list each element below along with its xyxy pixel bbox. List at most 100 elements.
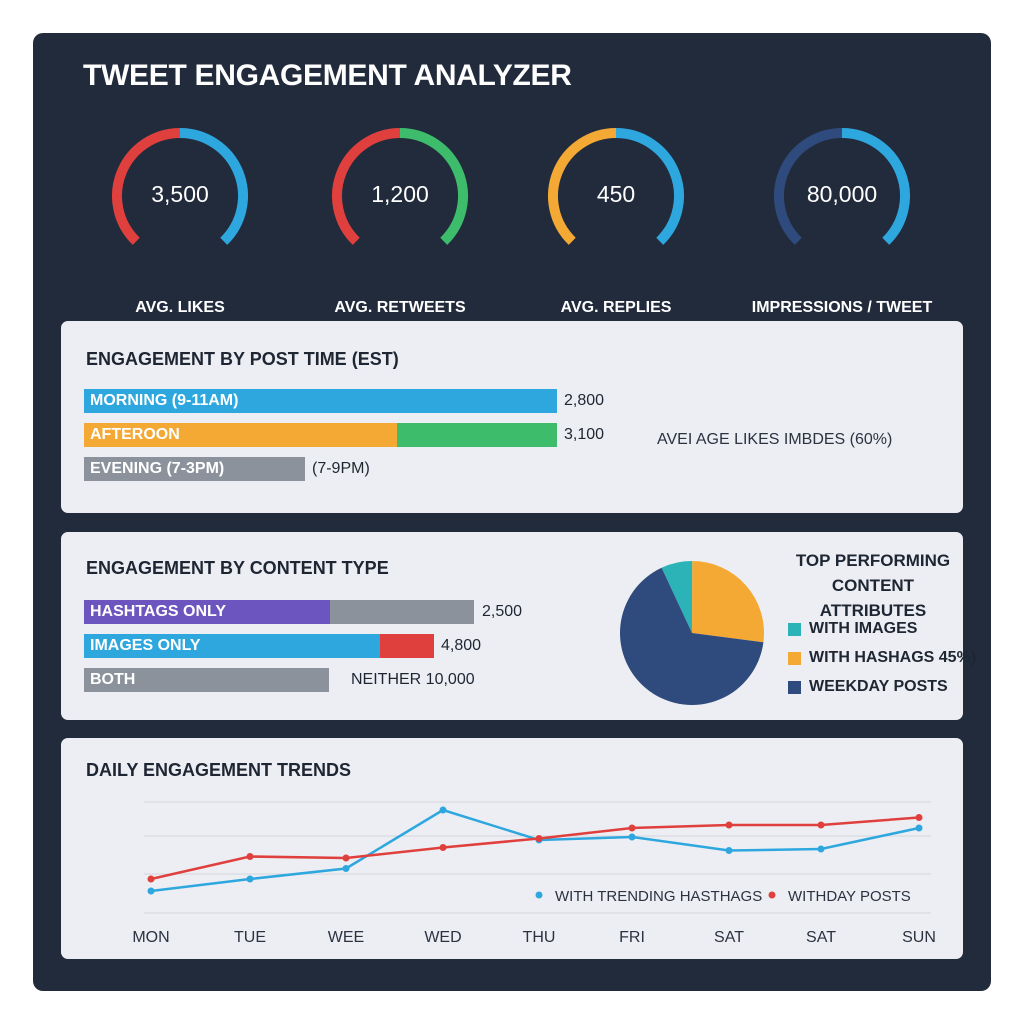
x-tick-label: FRI <box>619 929 645 946</box>
bar-value: NEITHER 10,000 <box>351 671 475 688</box>
attributes-title: TOP PERFORMING CONTENT ATTRIBUTES <box>778 548 968 623</box>
bar-evening <box>84 457 305 481</box>
data-point <box>725 847 733 854</box>
legend-text: WITH HASHAGS 45%) <box>809 649 977 666</box>
legend-swatch <box>788 652 801 665</box>
legend-text: WEEKDAY POSTS <box>809 678 948 695</box>
attributes-pie-chart <box>620 561 764 705</box>
gauge-arc-left <box>332 128 401 245</box>
gauge-avg-likes: 3,500 AVG. LIKES <box>105 121 255 316</box>
bar-label: IMAGES ONLY <box>90 637 201 654</box>
gauge-label: AVG. REPLIES <box>560 299 672 316</box>
gauge-avg-replies: 450 AVG. REPLIES <box>541 121 691 316</box>
content-type-panel: ENGAGEMENT BY CONTENT TYPE HASHTAGS ONLY… <box>61 532 976 720</box>
gauge-value: 1,200 <box>371 181 429 207</box>
data-point <box>246 875 254 883</box>
data-point <box>439 806 447 814</box>
bar-row-images: IMAGES ONLY 4,800 <box>84 634 564 658</box>
data-point <box>915 814 923 821</box>
x-tick-label: SAT <box>714 929 744 946</box>
x-tick-label: TUE <box>234 929 266 946</box>
gauge-arc-right <box>615 128 684 245</box>
gauge-impressions: 80,000 IMPRESSIONS / TWEET <box>752 121 932 316</box>
dashboard-panel: TWEET ENGAGEMENT ANALYZER 3,500 AVG. LIK… <box>33 33 991 991</box>
x-tick-label: SUN <box>902 929 936 946</box>
data-point <box>725 821 733 829</box>
bar-afternoon-extra <box>397 423 557 447</box>
data-point <box>342 865 350 872</box>
legend-text: WITH IMAGES <box>809 620 918 637</box>
bar-label: EVENING (7-3PM) <box>90 460 225 477</box>
bar-row-evening: EVENING (7-3PM) (7-9PM) <box>84 457 644 481</box>
attributes-title-line1: TOP PERFORMING <box>795 551 951 570</box>
panel-title: DAILY ENGAGEMENT TRENDS <box>86 760 352 780</box>
bar-label: BOTH <box>90 671 136 688</box>
gauge-arc-right <box>399 128 468 245</box>
series-line-0 <box>150 808 920 893</box>
gauge-ring <box>332 128 468 245</box>
data-point <box>628 824 636 832</box>
post-time-panel: ENGAGEMENT BY POST TIME (EST) MORNING (9… <box>61 321 963 513</box>
gauge-ring <box>774 128 910 245</box>
bar-row-hashtags: HASHTAGS ONLY 2,500 <box>84 600 564 624</box>
x-tick-label: THU <box>523 929 556 946</box>
gauge-value: 450 <box>596 181 636 207</box>
gauge-ring <box>112 128 248 245</box>
bar-images <box>84 634 380 658</box>
gauge-arc-left <box>112 128 181 245</box>
pie-slice-0 <box>661 561 693 633</box>
bar-morning <box>84 389 557 413</box>
gauge-label: IMPRESSIONS / TWEET <box>751 299 933 316</box>
annotation-note: AVEI AGE LIKES IMBDES (60%) <box>657 431 893 448</box>
bar-afternoon <box>84 423 397 447</box>
gauge-ring <box>548 128 684 245</box>
bar-hashtags-rest <box>330 600 474 624</box>
legend-marker <box>535 891 543 899</box>
data-point <box>147 875 155 883</box>
gauge-arc-right <box>179 128 248 245</box>
data-point <box>342 854 350 862</box>
bar-value: (7-9PM) <box>312 460 370 477</box>
gauge-value: 3,500 <box>151 181 209 207</box>
bar-value: 2,800 <box>564 392 605 409</box>
pie-slice-2 <box>620 567 764 705</box>
gauge-avg-retweets: 1,200 AVG. RETWEETS <box>325 121 475 316</box>
panel-title: ENGAGEMENT BY POST TIME (EST) <box>86 349 399 369</box>
gauge-value: 80,000 <box>806 181 878 207</box>
gauge-arc-left <box>548 128 617 245</box>
bar-images-rest <box>380 634 434 658</box>
gauge-label: AVG. LIKES <box>135 299 225 316</box>
data-point <box>246 853 254 860</box>
data-point <box>817 821 825 829</box>
trends-panel: DAILY ENGAGEMENT TRENDS MON TUE WEE WED THU F… <box>61 738 963 959</box>
bar-row-morning: MORNING (9-11AM) 2,800 <box>84 389 644 413</box>
legend-label: WITH TRENDING HASTHAGS <box>555 888 762 905</box>
data-point <box>628 833 636 841</box>
panel-title: ENGAGEMENT BY CONTENT TYPE <box>86 558 389 578</box>
legend-swatch <box>788 623 801 636</box>
data-point <box>817 845 825 853</box>
data-point <box>439 844 447 851</box>
gauge-arc-right <box>841 128 910 245</box>
bar-both <box>84 668 329 692</box>
bar-row-both: BOTH NEITHER 10,000 <box>84 668 564 692</box>
bar-label: AFTEROON <box>90 426 180 443</box>
legend-swatch <box>788 681 801 694</box>
gauge-arc-left <box>774 128 843 245</box>
attributes-title-line2: CONTENT ATTRIBUTES <box>819 576 927 620</box>
bar-value: 3,100 <box>564 426 605 443</box>
bar-hashtags <box>84 600 330 624</box>
data-point <box>915 824 923 832</box>
x-tick-label: WED <box>424 929 461 946</box>
bar-value: 4,800 <box>441 637 482 654</box>
x-tick-label: WEE <box>328 929 364 946</box>
data-point <box>147 887 155 895</box>
bar-row-afternoon: AFTEROON 3,100 <box>84 423 644 447</box>
pie-slice-1 <box>692 561 764 643</box>
data-point <box>535 835 543 842</box>
bar-label: MORNING (9-11AM) <box>90 392 239 409</box>
trend-line-chart: MON TUE WEE WED THU FRI SAT SAT SUN WITH TRENDING… <box>132 801 936 946</box>
bar-value: 2,500 <box>482 603 523 620</box>
x-tick-label: MON <box>132 929 169 946</box>
bar-label: HASHTAGS ONLY <box>90 603 227 620</box>
